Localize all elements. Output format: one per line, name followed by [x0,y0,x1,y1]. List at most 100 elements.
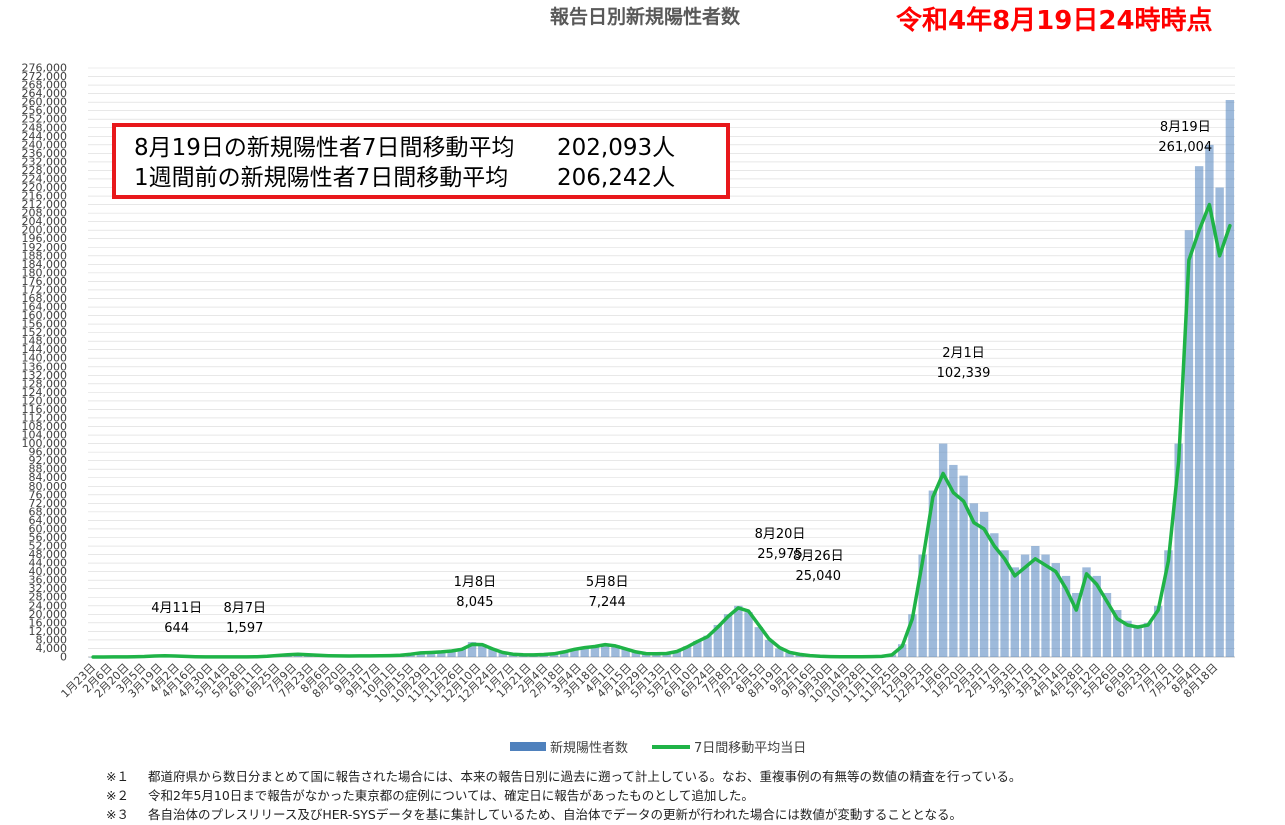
summary-box: 8月19日の新規陽性者7日間移動平均 202,093人 1週間前の新規陽性者7日間… [112,123,730,199]
y-tick-label: 24,000 [29,599,68,612]
y-tick-label: 268,000 [22,79,68,92]
bar [1082,567,1091,657]
y-tick-label: 212,000 [22,198,68,211]
bar [488,648,497,657]
bar [590,645,600,657]
bar [785,652,794,657]
bar [682,646,692,657]
summary-row-current: 8月19日の新規陽性者7日間移動平均 202,093人 [134,133,726,163]
bar [611,645,620,657]
y-tick-label: 276,000 [22,62,68,75]
y-tick-label: 16,000 [29,616,68,629]
summary-label-week-ago: 1週間前の新規陽性者7日間移動平均 [134,165,509,191]
annotation-value: 1,597 [226,621,263,636]
y-tick-label: 36,000 [29,574,68,587]
footnote-text: 令和2年5月10日まで報告がなかった東京都の症例については、確定日に報告があった… [148,788,754,803]
y-tick-label: 216,000 [22,190,68,203]
footnote: ※３ 各自治体のプレスリリース及びHER-SYSデータを基に集計しているため、自治… [106,805,1021,824]
y-tick-label: 196,000 [22,232,68,245]
annotation-date: 5月8日 [586,575,629,590]
y-tick-label: 260,000 [22,96,68,109]
y-tick-label: 8,000 [36,633,68,646]
y-tick-label: 192,000 [22,241,68,254]
bar [600,643,610,657]
y-tick-label: 60,000 [29,522,68,535]
bar [1143,622,1153,657]
y-tick-label: 0 [60,651,67,664]
bar [437,651,446,657]
summary-row-week-ago: 1週間前の新規陽性者7日間移動平均 206,242人 [134,163,726,193]
bar [979,511,989,657]
y-tick-label: 20,000 [29,608,68,621]
x-axis-ticks: 1月23日2月6日2月20日3月5日3月19日4月2日4月16日4月30日5月1… [59,661,1221,706]
bar [764,639,774,657]
legend-bar-label: 新規陽性者数 [550,741,629,756]
bar [713,624,723,657]
bar [1041,554,1050,657]
y-tick-label: 164,000 [22,301,68,314]
footnote: ※２ 令和2年5月10日まで報告がなかった東京都の症例については、確定日に報告があ… [106,786,1021,805]
annotation-date: 8月20日 [755,527,806,542]
annotation-date: 8月26日 [793,549,844,564]
y-tick-label: 48,000 [29,548,68,561]
y-tick-label: 64,000 [29,514,68,527]
summary-value-current: 202,093人 [557,135,676,161]
legend: 新規陽性者数 7日間移動平均当日 [510,737,806,756]
footnote-text: 各自治体のプレスリリース及びHER-SYSデータを基に集計しているため、自治体で… [148,807,962,822]
y-tick-label: 76,000 [29,488,68,501]
y-tick-label: 92,000 [29,454,68,467]
footnotes: ※１ 都道府県から数日分まとめて国に報告された場合には、本来の報告日別に過去に遡っ… [106,767,1021,824]
bar [959,475,968,657]
y-tick-label: 152,000 [22,326,68,339]
y-axis-ticks: 04,0008,00012,00016,00020,00024,00028,00… [22,62,68,664]
bar [744,612,753,657]
bar [1000,550,1009,657]
y-tick-label: 52,000 [29,540,68,553]
y-tick-label: 140,000 [22,352,68,365]
bar [498,652,507,657]
y-tick-label: 252,000 [22,113,68,126]
bar [1205,144,1214,658]
y-tick-label: 12,000 [29,625,68,638]
y-tick-label: 120,000 [22,394,68,407]
bar [754,627,763,657]
annotation-value: 102,339 [937,366,991,381]
annotation-date: 8月7日 [223,601,266,616]
annotation-value: 7,244 [589,595,626,610]
y-tick-label: 40,000 [29,565,68,578]
y-tick-label: 224,000 [22,172,68,185]
bar [693,640,702,657]
bar [631,651,641,657]
annotation-date: 2月1日 [942,346,985,361]
y-tick-label: 244,000 [22,130,68,143]
footnote: ※１ 都道府県から数日分まとめて国に報告された場合には、本来の報告日別に過去に遡っ… [106,767,1021,786]
annotation-date: 8月19日 [1160,120,1211,135]
bar [1092,575,1101,657]
footnote-mark: ※２ [106,788,129,803]
bar [457,648,466,657]
legend-line-swatch [652,744,691,749]
y-tick-label: 200,000 [22,224,68,237]
bar [734,605,743,657]
y-tick-label: 168,000 [22,292,68,305]
y-tick-label: 232,000 [22,155,68,168]
annotation-date: 4月11日 [151,601,202,616]
y-tick-label: 80,000 [29,480,68,493]
y-tick-label: 108,000 [22,420,68,433]
bar [908,614,917,657]
bar [672,651,682,657]
y-tick-label: 72,000 [29,497,68,510]
bar [447,650,456,657]
bar [1123,620,1132,657]
bar [1184,230,1194,657]
summary-value-week-ago: 206,242人 [557,165,676,191]
y-tick-label: 184,000 [22,258,68,271]
bar [416,652,426,657]
y-tick-label: 132,000 [22,369,68,382]
annotation-value: 261,004 [1158,140,1212,155]
y-tick-label: 128,000 [22,377,68,390]
y-tick-label: 116,000 [22,403,68,416]
bar [897,644,907,657]
y-tick-label: 204,000 [22,215,68,228]
bar [723,614,733,657]
